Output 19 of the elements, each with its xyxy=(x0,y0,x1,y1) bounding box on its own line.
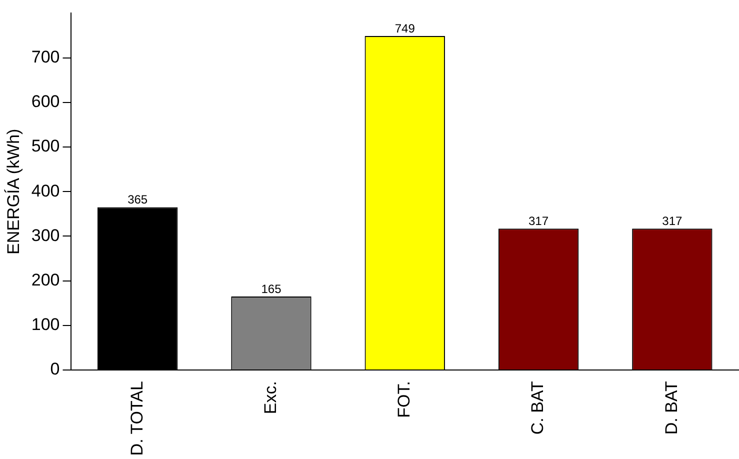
data-label: 749 xyxy=(394,21,416,36)
data-label: 165 xyxy=(261,282,282,296)
y-tick-label: 500 xyxy=(31,136,60,156)
y-axis-title: ENERGÍA (kWh) xyxy=(4,128,23,254)
y-tick-label: 400 xyxy=(31,181,60,200)
y-tick-label: 700 xyxy=(31,47,60,66)
x-tick-label: FOT. xyxy=(394,381,414,418)
x-tick-label: C. BAT xyxy=(528,381,548,435)
data-label: 317 xyxy=(528,214,549,228)
y-tick-label: 200 xyxy=(31,270,60,290)
y-tick-label: 300 xyxy=(31,226,60,245)
x-tick-label: Exc. xyxy=(260,381,280,414)
y-tick-label: 0 xyxy=(50,360,60,379)
data-label: 317 xyxy=(662,214,683,228)
x-tick-label: D. TOTAL xyxy=(127,381,146,456)
x-tick-label: D. BAT xyxy=(662,381,681,435)
y-tick-label: 600 xyxy=(31,92,60,112)
data-label: 365 xyxy=(128,192,148,207)
y-tick-label: 100 xyxy=(31,315,60,334)
